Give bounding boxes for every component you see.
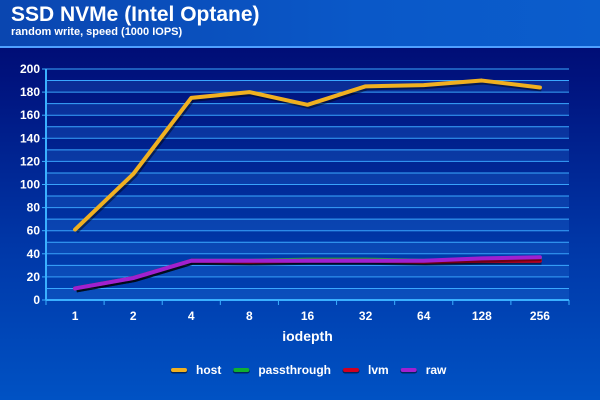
x-axis-label: iodepth [282,328,333,344]
x-tick-label: 64 [417,309,431,323]
y-tick-label: 0 [33,293,40,307]
x-tick-label: 32 [359,309,373,323]
x-tick-label: 16 [301,309,315,323]
y-tick-label: 200 [20,62,40,76]
chart-title: SSD NVMe (Intel Optane) [11,3,260,26]
grid-band [46,196,569,208]
series-shadow-host [75,80,542,233]
x-tick-label: 1 [72,309,79,323]
grid-band [46,149,569,162]
grid-band [46,80,569,93]
grid-band [46,172,569,185]
y-tick-label: 180 [20,85,40,99]
x-tick-label: 2 [130,309,137,323]
y-tick-label: 140 [20,131,40,145]
legend-label-passthrough: passthrough [258,363,331,377]
x-tick-label: 256 [530,309,550,323]
y-tick-label: 120 [20,154,40,168]
y-tick-label: 60 [27,224,41,238]
y-tick-label: 20 [27,270,41,284]
x-tick-label: 4 [188,309,195,323]
grid-band [46,242,569,254]
chart-subtitle: random write, speed (1000 IOPS) [11,26,183,38]
grid-band [46,288,569,300]
y-tick-label: 100 [20,178,40,192]
y-tick-label: 160 [20,108,40,122]
series-line-raw [73,255,542,291]
grid-band [46,265,569,277]
legend-label-host: host [196,363,221,377]
x-tick-label: 128 [472,309,492,323]
x-tick-label: 8 [246,309,253,323]
grid-band [46,126,569,139]
grid-band [46,103,569,116]
grid-band [46,219,569,231]
legend-label-lvm: lvm [368,363,389,377]
series-line-host [73,78,542,232]
y-tick-label: 40 [27,247,41,261]
legend-label-raw: raw [426,363,447,377]
y-tick-label: 80 [27,201,41,215]
chart-header: SSD NVMe (Intel Optane) random write, sp… [0,0,600,48]
